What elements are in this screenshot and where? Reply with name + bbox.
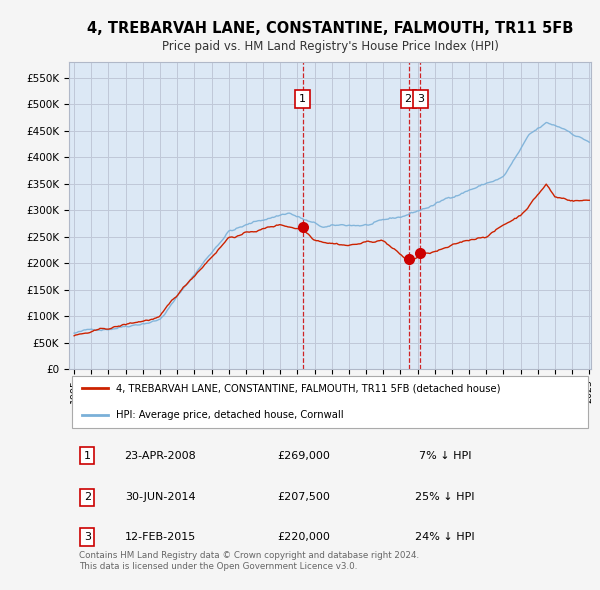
Text: 30-JUN-2014: 30-JUN-2014 xyxy=(125,492,196,502)
Text: 1: 1 xyxy=(84,451,91,461)
FancyBboxPatch shape xyxy=(71,376,589,428)
Text: 3: 3 xyxy=(417,94,424,104)
Text: 1: 1 xyxy=(299,94,306,104)
Text: £220,000: £220,000 xyxy=(277,532,331,542)
Text: 3: 3 xyxy=(84,532,91,542)
Text: 24% ↓ HPI: 24% ↓ HPI xyxy=(415,532,475,542)
Text: 2: 2 xyxy=(84,492,91,502)
Text: HPI: Average price, detached house, Cornwall: HPI: Average price, detached house, Corn… xyxy=(116,410,344,420)
Text: 4, TREBARVAH LANE, CONSTANTINE, FALMOUTH, TR11 5FB (detached house): 4, TREBARVAH LANE, CONSTANTINE, FALMOUTH… xyxy=(116,384,500,394)
Text: Price paid vs. HM Land Registry's House Price Index (HPI): Price paid vs. HM Land Registry's House … xyxy=(161,40,499,53)
Text: Contains HM Land Registry data © Crown copyright and database right 2024.
This d: Contains HM Land Registry data © Crown c… xyxy=(79,552,419,571)
Text: 4, TREBARVAH LANE, CONSTANTINE, FALMOUTH, TR11 5FB: 4, TREBARVAH LANE, CONSTANTINE, FALMOUTH… xyxy=(87,21,573,35)
Text: 25% ↓ HPI: 25% ↓ HPI xyxy=(415,492,475,502)
Text: 23-APR-2008: 23-APR-2008 xyxy=(124,451,196,461)
Text: £269,000: £269,000 xyxy=(277,451,331,461)
Text: £207,500: £207,500 xyxy=(277,492,331,502)
Text: 2: 2 xyxy=(404,94,412,104)
Text: 12-FEB-2015: 12-FEB-2015 xyxy=(125,532,196,542)
Text: 7% ↓ HPI: 7% ↓ HPI xyxy=(419,451,471,461)
